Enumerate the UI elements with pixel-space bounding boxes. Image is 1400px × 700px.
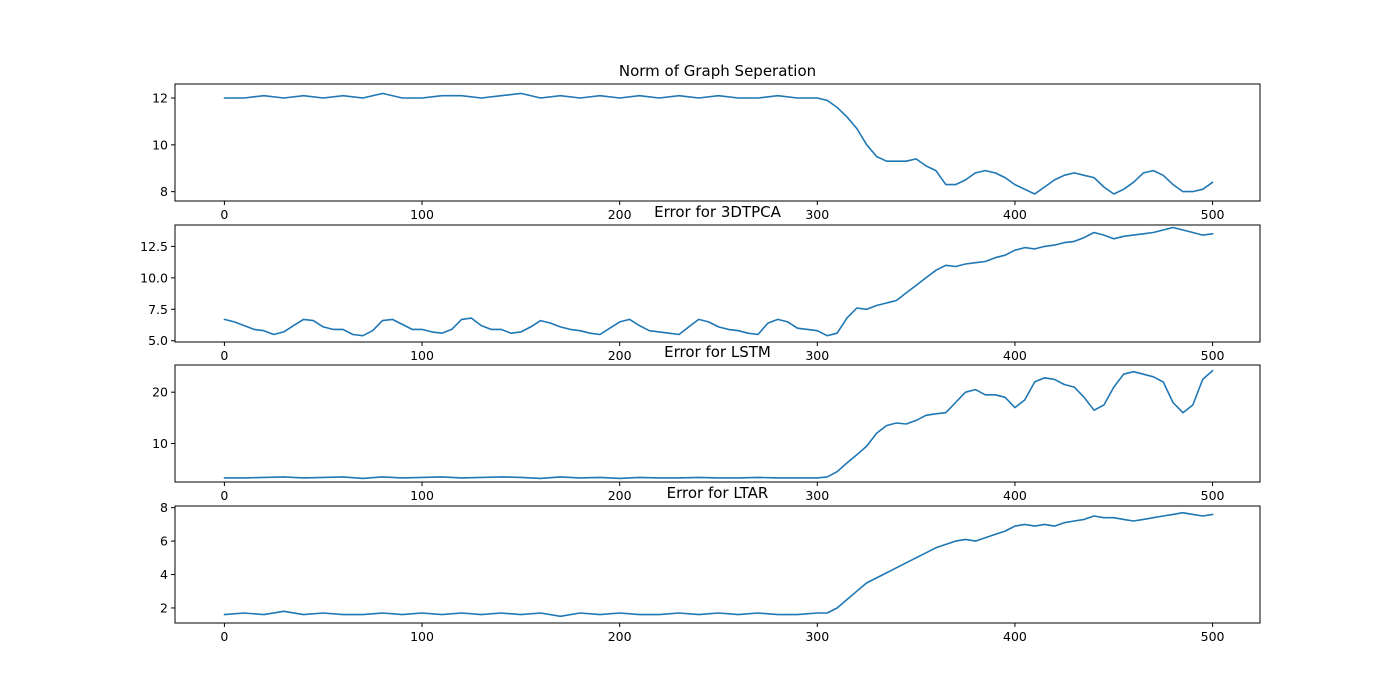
y-tick-label: 8: [160, 184, 168, 199]
y-tick-label: 12.5: [140, 239, 168, 254]
y-tick-label: 20: [152, 385, 168, 400]
panel-error-lstm: 0 100 200 300 400 500 10 20 Error for LSTM: [152, 343, 1261, 503]
x-tick-label: 500: [1201, 629, 1225, 644]
x-tick-label: 100: [410, 488, 434, 503]
y-tick-label: 12: [152, 91, 168, 106]
series-line-error-lstm: [223, 369, 1214, 480]
y-tick-label: 6: [160, 534, 168, 549]
y-tick-label: 2: [160, 600, 168, 615]
x-tick-label: 0: [220, 488, 228, 503]
x-tick-label: 200: [608, 488, 632, 503]
x-tick-label: 200: [608, 348, 632, 363]
axes-frame: [174, 505, 1261, 624]
x-tick-label: 400: [1003, 488, 1027, 503]
x-tick-label: 0: [220, 207, 228, 222]
x-tick-label: 0: [220, 629, 228, 644]
y-tick-label: 4: [160, 567, 168, 582]
y-tick-label: 10.0: [140, 270, 168, 285]
x-tick-label: 400: [1003, 348, 1027, 363]
panel-error-ltar: 0 100 200 300 400 500 2 4 6 8 Error for LTAR: [160, 484, 1261, 644]
y-tick-label: 8: [160, 500, 168, 515]
series-line-error-3dtpca: [223, 226, 1214, 337]
y-tick-label: 10: [152, 137, 168, 152]
axes-frame: [174, 364, 1261, 483]
panel-title-error-3dtpca: Error for 3DTPCA: [654, 203, 781, 221]
axes-frame: [174, 83, 1261, 202]
x-tick-label: 100: [410, 348, 434, 363]
x-tick-label: 500: [1201, 207, 1225, 222]
series-line-error-ltar: [223, 511, 1214, 618]
x-tick-label: 500: [1201, 488, 1225, 503]
panel-graph-separation: 0 100 200 300 400 500 8 10 12 Norm of Graph Seper…: [152, 62, 1261, 222]
axes-frame: [174, 224, 1261, 343]
series-line-graph-separation: [223, 92, 1214, 195]
y-tick-label: 7.5: [148, 302, 168, 317]
x-tick-label: 300: [805, 629, 829, 644]
x-tick-label: 300: [805, 488, 829, 503]
x-tick-label: 200: [608, 629, 632, 644]
panel-title-error-lstm: Error for LSTM: [664, 343, 771, 361]
x-tick-label: 500: [1201, 348, 1225, 363]
y-tick-label: 5.0: [148, 333, 168, 348]
x-tick-label: 300: [805, 348, 829, 363]
x-tick-label: 400: [1003, 207, 1027, 222]
panel-title-graph-separation: Norm of Graph Seperation: [619, 62, 816, 80]
panel-error-3dtpca: 0 100 200 300 400 500 5.0 7.5 10.0 12.5 Error for …: [140, 203, 1261, 363]
x-tick-label: 300: [805, 207, 829, 222]
x-tick-label: 200: [608, 207, 632, 222]
x-tick-label: 100: [410, 629, 434, 644]
x-tick-label: 100: [410, 207, 434, 222]
y-tick-label: 10: [152, 436, 168, 451]
x-tick-label: 0: [220, 348, 228, 363]
panel-title-error-ltar: Error for LTAR: [667, 484, 769, 502]
x-tick-label: 400: [1003, 629, 1027, 644]
